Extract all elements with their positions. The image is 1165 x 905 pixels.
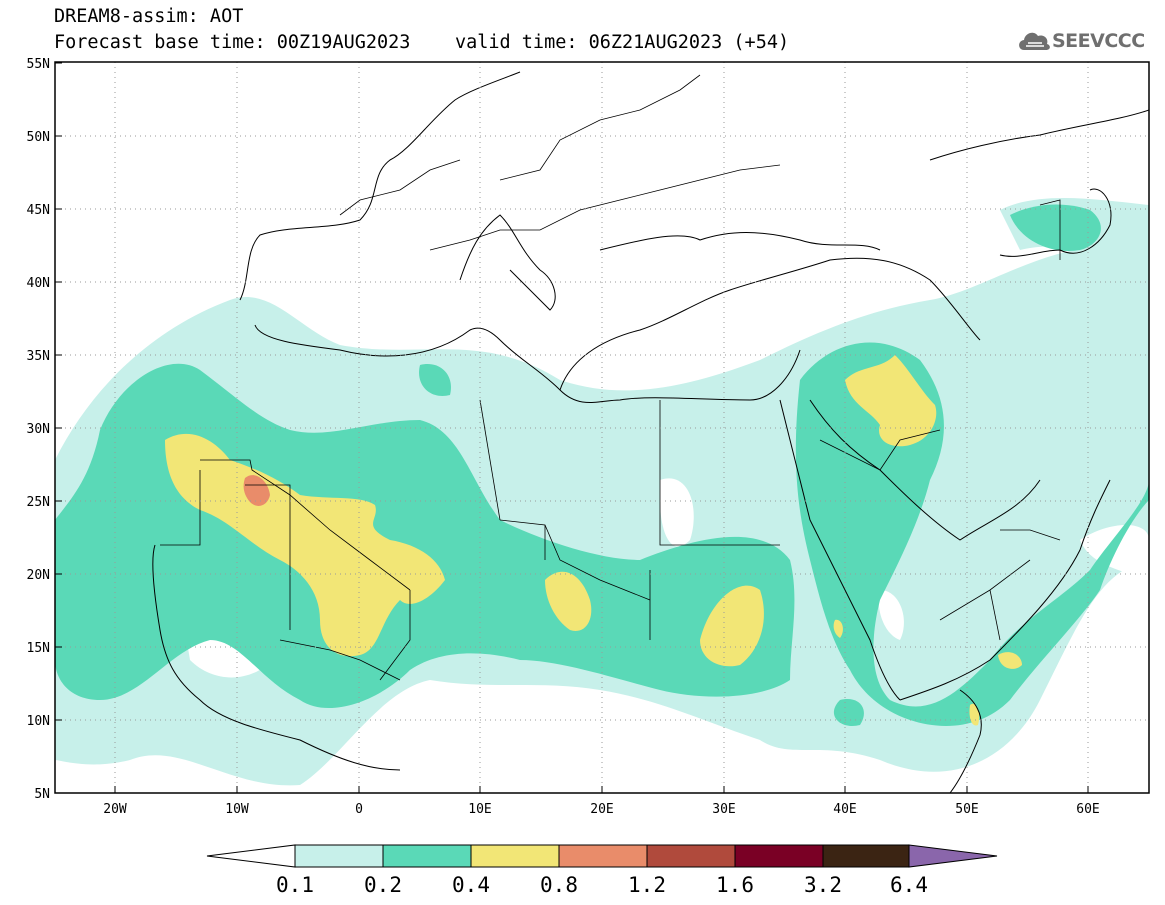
lat-label: 30N xyxy=(27,422,50,437)
cloud-icon xyxy=(1019,32,1050,50)
colorbar-tick: 0.1 xyxy=(276,873,314,897)
map-title: DREAM8-assim: AOT xyxy=(54,6,244,27)
logo-text: SEEVCCC xyxy=(1052,30,1145,52)
colorbar-tick: 3.2 xyxy=(804,873,842,897)
lon-label: 20W xyxy=(103,802,127,817)
colorbar-segment xyxy=(294,844,384,868)
colorbar-tick: 1.2 xyxy=(628,873,666,897)
lat-label: 35N xyxy=(27,349,50,364)
lat-label: 20N xyxy=(27,568,50,583)
colorbar xyxy=(206,844,998,868)
lon-label: 10E xyxy=(468,802,491,817)
colorbar-tick: 0.2 xyxy=(364,873,402,897)
axis-ticks xyxy=(55,62,1089,794)
lat-label: 10N xyxy=(27,714,50,729)
latitude-labels: 55N 50N 45N 40N 35N 30N 25N 20N 15N 10N … xyxy=(27,57,50,802)
colorbar-labels: 0.1 0.2 0.4 0.8 1.2 1.6 3.2 6.4 xyxy=(276,873,928,897)
lon-label: 0 xyxy=(355,802,363,817)
colorbar-tick: 0.8 xyxy=(540,873,578,897)
lat-label: 5N xyxy=(34,787,50,802)
colorbar-segment xyxy=(558,844,648,868)
coastlines xyxy=(152,71,1149,793)
lat-label: 40N xyxy=(27,276,50,291)
colorbar-segment xyxy=(734,844,824,868)
lat-label: 55N xyxy=(27,57,50,72)
lat-label: 25N xyxy=(27,495,50,510)
longitude-labels: 20W 10W 0 10E 20E 30E 40E 50E 60E xyxy=(103,802,1099,817)
aot-field xyxy=(55,62,1149,793)
lon-label: 40E xyxy=(833,802,856,817)
colorbar-arrow-low xyxy=(206,844,296,868)
lon-label: 60E xyxy=(1076,802,1099,817)
colorbar-tick: 1.6 xyxy=(716,873,754,897)
colorbar-segment xyxy=(822,844,910,868)
aot-band-very-high xyxy=(243,475,270,506)
country-borders xyxy=(160,74,1061,681)
seevccc-logo: SEEVCCC xyxy=(1016,26,1156,54)
colorbar-segment xyxy=(470,844,560,868)
lat-label: 50N xyxy=(27,130,50,145)
map-grid xyxy=(55,62,1149,793)
lon-label: 50E xyxy=(955,802,978,817)
lon-label: 20E xyxy=(590,802,613,817)
colorbar-arrow-high xyxy=(908,844,998,868)
lat-label: 45N xyxy=(27,203,50,218)
colorbar-tick: 6.4 xyxy=(890,873,928,897)
colorbar-segment xyxy=(646,844,736,868)
forecast-times: Forecast base time: 00Z19AUG2023 valid t… xyxy=(54,32,790,53)
lon-label: 30E xyxy=(712,802,735,817)
aot-band-high xyxy=(165,355,1022,726)
colorbar-tick: 0.4 xyxy=(452,873,490,897)
lat-label: 15N xyxy=(27,641,50,656)
colorbar-segment xyxy=(382,844,472,868)
lon-label: 10W xyxy=(225,802,249,817)
